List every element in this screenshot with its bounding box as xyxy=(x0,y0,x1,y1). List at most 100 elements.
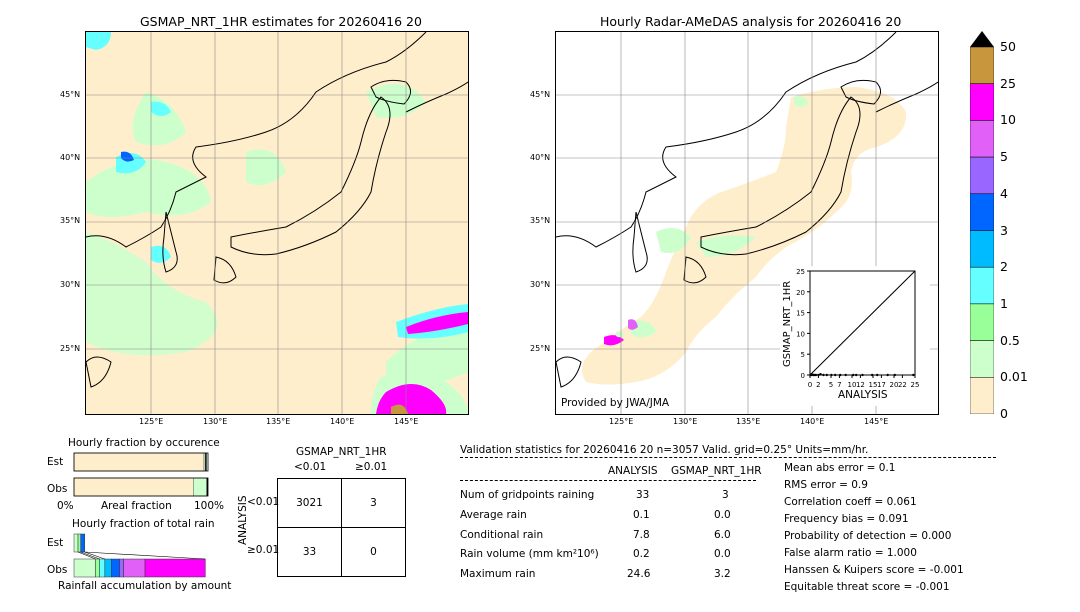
contingency-row-lt: <0.01 xyxy=(247,496,280,508)
occurrence-bar-frame xyxy=(73,452,209,472)
scatter-y-tick-label: 15 xyxy=(796,310,805,318)
colorbar-extend-arrow xyxy=(970,31,994,47)
occurrence-xlabel: Areal fraction xyxy=(101,500,172,512)
total-rain-connector xyxy=(84,551,206,560)
scatter-point xyxy=(852,373,855,377)
total-rain-bar-segment xyxy=(111,558,120,578)
scatter-x-tick-label: 2 xyxy=(816,381,820,389)
colorbar-tick-label: 2 xyxy=(1000,259,1008,275)
scatter-y-tick-label: 5 xyxy=(801,351,805,359)
scatter-point xyxy=(825,373,828,377)
colorbar-band xyxy=(969,156,995,195)
left-lon-label: 140°E xyxy=(330,417,355,426)
scatter-xlabel: ANALYSIS xyxy=(838,389,888,401)
validation-row-label: Rain volume (mm km²10⁶) xyxy=(460,548,599,560)
validation-row-analysis: 0.2 xyxy=(633,548,650,560)
total-rain-bar-segment xyxy=(77,533,81,553)
left-lon-label: 145°E xyxy=(394,417,419,426)
colorbar-scale xyxy=(969,31,995,415)
colorbar xyxy=(969,31,995,415)
score-correlation: Correlation coeff = 0.061 xyxy=(784,496,917,508)
colorbar-band xyxy=(969,193,995,231)
left-lon-label: 130°E xyxy=(203,417,228,426)
colorbar-tick-label: 4 xyxy=(1000,185,1008,201)
total-rain-bar-segment xyxy=(95,558,100,578)
validation-col-gsmap: GSMAP_NRT_1HR xyxy=(671,465,762,477)
map-grid xyxy=(556,32,938,414)
scatter-y-tick-label: 25 xyxy=(796,268,805,276)
left-lat-label: 35°N xyxy=(60,216,81,225)
total-rain-bar-segment xyxy=(99,558,106,578)
validation-row-analysis: 0.1 xyxy=(633,509,650,521)
validation-divider xyxy=(460,457,996,458)
occurrence-bar-segment xyxy=(206,478,208,496)
left-map-title: GSMAP_NRT_1HR estimates for 20260416 20 xyxy=(140,14,422,29)
left-lat-label: 40°N xyxy=(60,153,81,162)
score-ets: Equitable threat score = -0.001 xyxy=(784,581,950,593)
occurrence-bar-segment xyxy=(205,453,207,471)
right-map-title: Hourly Radar-AMeDAS analysis for 2026041… xyxy=(600,14,902,29)
total-rain-label-obs: Obs xyxy=(47,564,68,576)
scatter-point xyxy=(912,373,915,377)
colorbar-band xyxy=(969,303,995,341)
scatter-ylabel: GSMAP_NRT_1HR xyxy=(782,280,793,367)
scatter-point xyxy=(861,373,864,377)
total-rain-connector xyxy=(80,551,100,560)
total-rain-connector xyxy=(84,551,105,560)
validation-header: Validation statistics for 20260416 20 n=… xyxy=(460,444,869,456)
colorbar-tick-label: 10 xyxy=(1000,112,1016,128)
left-map xyxy=(85,31,469,415)
left-lat-label: 30°N xyxy=(60,280,81,289)
heavy-rain-areas xyxy=(604,319,638,346)
score-far: False alarm ratio = 1.000 xyxy=(784,547,917,559)
right-lat-label: 35°N xyxy=(530,216,551,225)
scatter-point xyxy=(819,372,822,376)
scatter-point xyxy=(814,373,818,377)
scatter-y-tick-label: 0 xyxy=(801,372,805,380)
total-rain-bar-segment xyxy=(73,558,96,578)
provider-credit: Provided by JWA/JMA xyxy=(561,397,670,409)
contingency-cell-c: 33 xyxy=(277,527,342,577)
scatter-y-tick-label: 20 xyxy=(796,289,805,297)
left-lon-label: 125°E xyxy=(139,417,164,426)
contingency-col-lt: <0.01 xyxy=(294,461,327,473)
scatter-x-tick-label: 0 xyxy=(808,381,812,389)
right-lat-label: 25°N xyxy=(530,344,551,353)
total-rain-label-est: Est xyxy=(47,537,64,549)
scatter-point xyxy=(813,373,816,377)
occurrence-bar-frame xyxy=(73,477,209,497)
scatter-y-tick-label: 10 xyxy=(796,330,805,338)
contingency-col-ge: ≥0.01 xyxy=(355,461,388,473)
scatter-inset: 0 2 5 7 10 12 15 17 20 22 25 0 5 10 15 20 25 xyxy=(780,266,930,406)
scatter-x-tick-label: 25 xyxy=(911,381,920,389)
colorbar-tick-label: 0 xyxy=(1000,406,1008,421)
total-rain-bar-segment xyxy=(123,558,146,578)
right-lon-label: 140°E xyxy=(800,417,825,426)
scatter-x-tick-label: 22 xyxy=(898,381,907,389)
validation-row-gsmap: 0.0 xyxy=(714,548,731,560)
total-rain-bar-segment xyxy=(104,558,112,578)
scatter-x-tick-label: 17 xyxy=(877,381,886,389)
colorbar-tick-label: 25 xyxy=(1000,75,1016,91)
right-map xyxy=(555,31,939,415)
scatter-point xyxy=(876,373,879,377)
colorbar-band xyxy=(969,340,995,378)
colorbar-tick-label: 1 xyxy=(1000,295,1008,311)
right-lat-label: 45°N xyxy=(530,90,551,99)
colorbar-band xyxy=(969,120,995,158)
validation-row-analysis: 33 xyxy=(636,489,650,501)
right-lon-label: 125°E xyxy=(609,417,634,426)
score-mae: Mean abs error = 0.1 xyxy=(784,462,896,474)
validation-row-gsmap: 3.2 xyxy=(714,568,731,580)
occurrence-tick-left: 0% xyxy=(57,500,74,512)
validation-row-label: Maximum rain xyxy=(460,568,536,580)
heavy-rain-areas xyxy=(121,151,468,414)
scatter-diagonal xyxy=(809,270,916,376)
total-rain-xlabel: Rainfall accumulation by amount xyxy=(58,580,232,592)
occurrence-bar-segment xyxy=(73,477,194,497)
validation-col-analysis: ANALYSIS xyxy=(608,465,658,477)
colorbar-tick-label: 50 xyxy=(1000,39,1016,54)
colorbar-band xyxy=(969,266,995,305)
scatter-x-tick-label: 7 xyxy=(837,381,841,389)
